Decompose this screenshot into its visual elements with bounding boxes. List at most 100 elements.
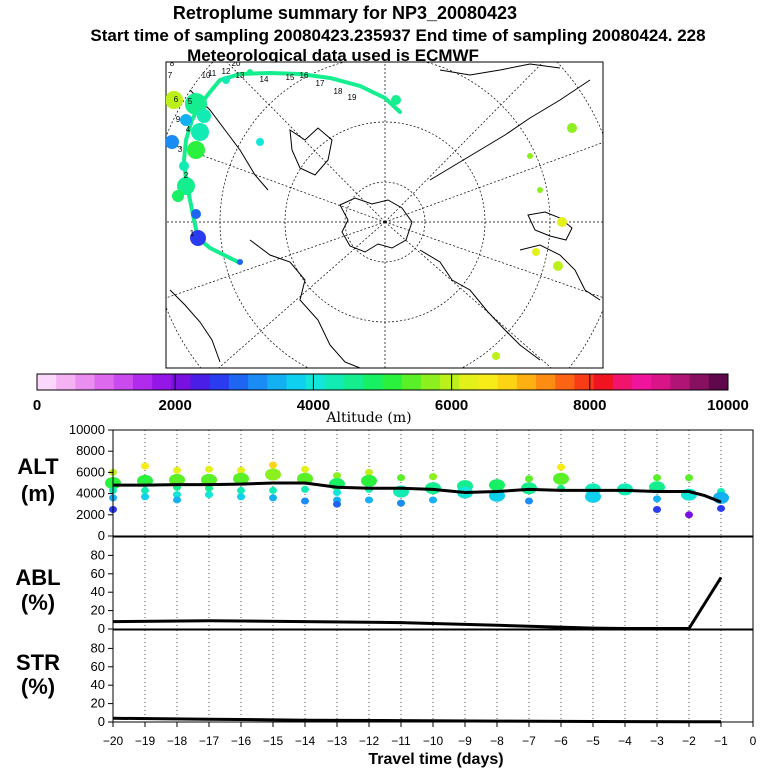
- alt-cluster-point: [333, 472, 341, 480]
- map-day-label: 10: [202, 71, 211, 80]
- alt-cluster-point: [265, 468, 281, 481]
- colorbar-swatch: [612, 374, 633, 390]
- y-tick-label: 40: [91, 584, 105, 599]
- map-day-label: 12: [222, 67, 231, 76]
- alt-cluster-point: [429, 473, 437, 481]
- map-cluster-point: [391, 95, 401, 105]
- colorbar-title: Altitude (m): [325, 410, 411, 426]
- alt-cluster-point: [141, 486, 149, 494]
- str-grid: [144, 630, 722, 722]
- colorbar-tick-label: 8000: [573, 397, 606, 414]
- colorbar-swatch: [420, 374, 441, 390]
- coastline-polar: [339, 197, 413, 253]
- alt-cluster-point: [301, 465, 309, 473]
- alt-cluster-point: [489, 479, 505, 492]
- y-tick-label: 0: [98, 528, 105, 543]
- map-cluster-point: [532, 248, 540, 256]
- map-cluster-point: [567, 123, 577, 133]
- alt-cluster-point: [205, 465, 213, 473]
- coastline-asia: [519, 244, 601, 301]
- colorbar-swatch: [382, 374, 403, 390]
- colorbar-swatch: [37, 374, 57, 390]
- alt-y-ticks: 0 2000 4000 6000 8000 10000: [69, 422, 113, 543]
- x-tick-label: −4: [618, 734, 632, 748]
- map-cluster-point: [256, 138, 264, 146]
- alt-cluster-point: [585, 490, 601, 503]
- coastline-greenland: [289, 127, 333, 176]
- map-cluster-point: [177, 177, 195, 195]
- alt-cluster-point: [397, 474, 405, 482]
- abl-frame: [112, 536, 754, 630]
- alt-cluster-point: [173, 496, 181, 504]
- alt-cluster-point: [429, 496, 437, 504]
- colorbar-swatch: [651, 374, 671, 390]
- alt-cluster-point: [301, 485, 309, 493]
- x-axis-ticks: −20 −19 −18 −17 −16 −15 −14 −13 −12 −11 −10 −9 −8 −7−…: [103, 722, 757, 748]
- alt-cluster-point: [233, 472, 249, 485]
- colorbar-swatch: [190, 374, 211, 390]
- colorbar-swatch: [152, 374, 172, 390]
- map-day-label: 9: [176, 115, 181, 124]
- map-day-label: 17: [316, 79, 325, 88]
- x-tick-label: −14: [295, 734, 316, 748]
- x-tick-label: −19: [135, 734, 156, 748]
- alt-cluster-point: [269, 494, 277, 502]
- alt-cluster-point: [653, 506, 661, 513]
- colorbar-swatch: [286, 374, 307, 390]
- abl-line: [112, 576, 723, 630]
- map-cluster-point: [527, 153, 533, 159]
- map-day-label: 18: [334, 87, 343, 96]
- y-tick-label: 60: [91, 566, 105, 581]
- alt-cluster-point: [361, 474, 377, 487]
- x-tick-label: −13: [327, 734, 348, 748]
- alt-cluster-point: [653, 474, 661, 482]
- abl-label: ABL: [15, 565, 60, 590]
- alt-panel: ALT (m) 0 2000 4000 6000 8000 10000: [17, 422, 754, 543]
- alt-cluster-point: [557, 463, 565, 471]
- map-cluster-point: [187, 141, 205, 159]
- map-cluster-point: [172, 190, 184, 202]
- str-panel: STR (%) 0 20 40 60 80: [16, 629, 754, 729]
- alt-cluster-point: [141, 462, 149, 470]
- colorbar-tick-label: 0: [33, 397, 41, 414]
- map-day-label: 6: [174, 95, 179, 104]
- coastline-asia-east: [419, 249, 541, 361]
- alt-label: ALT: [17, 454, 59, 479]
- alt-cluster-point: [333, 500, 341, 508]
- coastline-north: [439, 63, 561, 76]
- map-day-label: 2: [184, 171, 189, 180]
- colorbar-swatch: [574, 374, 595, 390]
- alt-frame: [112, 429, 754, 537]
- x-tick-label: −16: [231, 734, 252, 748]
- colorbar-tick-label: 10000: [707, 397, 749, 414]
- colorbar-swatches: [37, 374, 729, 390]
- meridian: [384, 62, 544, 223]
- y-tick-label: 0: [98, 621, 105, 636]
- alt-cluster-point: [365, 468, 373, 476]
- alt-cluster-point: [365, 496, 373, 504]
- map-cluster-point: [537, 187, 543, 193]
- str-frame: [112, 629, 754, 723]
- colorbar-swatch: [171, 374, 192, 390]
- colorbar-swatch: [555, 374, 575, 390]
- alt-cluster-point: [201, 473, 217, 486]
- x-tick-label: 0: [750, 734, 757, 748]
- alt-cluster-point: [525, 497, 533, 505]
- y-tick-label: 10000: [69, 422, 105, 437]
- map-cluster-point: [247, 69, 253, 75]
- x-tick-label: −11: [391, 734, 411, 748]
- map-day-label: 19: [348, 93, 357, 102]
- colorbar-tick-label: 2000: [159, 397, 192, 414]
- coastline-europe: [429, 79, 591, 181]
- colorbar-swatch: [478, 374, 499, 390]
- map-day-label: 5: [188, 97, 193, 106]
- colorbar-swatch: [689, 374, 710, 390]
- map-day-label: 7: [168, 71, 173, 80]
- colorbar-swatch: [248, 374, 268, 390]
- abl-unit-label: (%): [21, 590, 55, 615]
- colorbar-swatch: [324, 374, 345, 390]
- map-cluster-point: [197, 109, 211, 123]
